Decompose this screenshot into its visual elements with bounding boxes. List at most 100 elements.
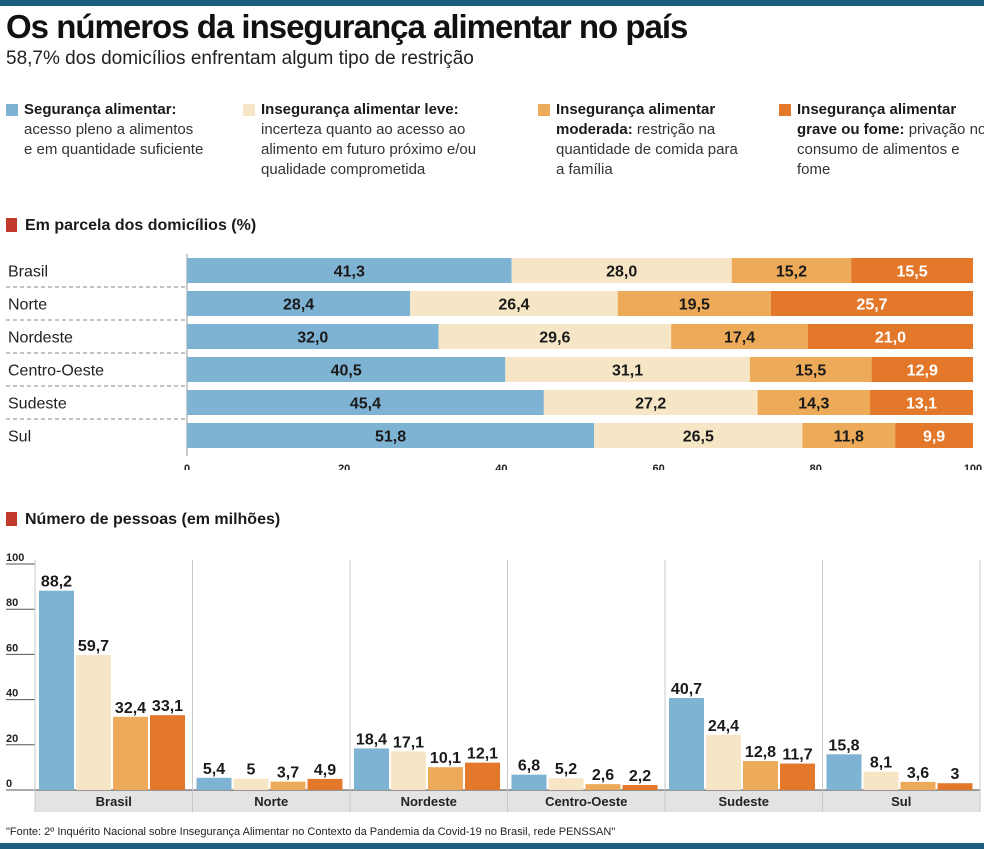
data-label: 59,7 [78,638,109,655]
bar [548,778,584,790]
stacked-bar-segment [543,390,758,415]
stacked-bar-segment [187,390,544,415]
stacked-bar-segment [187,324,439,349]
x-tick-label: 80 [810,463,822,470]
data-label: 24,4 [708,718,739,735]
stacked-bar-segment [617,291,771,316]
y-tick-label: 100 [6,552,24,564]
data-label: 40,7 [671,681,702,698]
stacked-bar-segment [757,390,871,415]
bar [391,751,426,790]
data-label: 3 [951,766,960,783]
stacked-bar-segment [895,423,973,448]
bar [780,763,815,790]
data-label: 15,5 [897,264,928,281]
legend-item-title: Insegurança alimentar grave ou fome: [797,101,957,138]
data-label: 5,4 [203,761,225,778]
data-label: 19,5 [679,297,710,314]
bar [622,785,658,790]
people-section-label: Número de pessoas (em milhões) [25,511,281,528]
category-label: Sudeste [718,794,769,809]
bar [39,590,74,790]
data-label: 15,5 [795,363,826,380]
category-label: Centro-Oeste [545,794,627,809]
top-rule [0,0,984,6]
section-marker [6,218,17,232]
bar [113,716,148,790]
bar [233,778,269,790]
stacked-bar-segment [505,357,750,382]
stacked-bar-segment [851,258,973,283]
legend-swatch [6,104,18,116]
data-label: 12,8 [745,744,776,761]
legend-swatch [243,104,255,116]
bottom-rule [0,843,984,849]
bar [826,754,862,790]
category-label: Nordeste [8,330,73,347]
households-section-label: Em parcela dos domicílios (%) [25,217,257,234]
data-label: 25,7 [856,297,887,314]
bar [706,734,741,790]
stacked-bar-segment [187,258,512,283]
data-label: 21,0 [875,330,906,347]
data-label: 12,1 [467,746,498,763]
data-label: 13,1 [906,396,937,413]
bar [428,767,463,790]
stacked-bar-segment [594,423,803,448]
category-label: Brasil [8,264,48,281]
data-label: 2,6 [592,767,614,784]
bar [196,777,232,790]
x-tick-label: 0 [184,463,190,470]
source-note: "Fonte: 2º Inquérito Nacional sobre Inse… [6,826,616,838]
households-stacked-bar-chart: Brasil 41,3 28,0 15,2 15,5 Norte 28,4 26,4 19,5 2… [6,254,982,470]
y-tick-label: 80 [6,597,18,609]
data-label: 18,4 [356,731,387,748]
category-label: Brasil [96,794,132,809]
y-tick-label: 20 [6,733,18,745]
legend-swatch [779,104,791,116]
bar [270,781,306,790]
data-label: 26,4 [498,297,529,314]
stacked-bar-segment [187,423,595,448]
y-tick-label: 40 [6,688,18,700]
people-section-title: Número de pessoas (em milhões) [6,511,280,529]
stacked-bar-segment [187,357,506,382]
category-label: Norte [254,794,288,809]
stacked-bar-segment [671,324,808,349]
stacked-bar-segment [438,324,672,349]
bar [863,771,899,790]
data-label: 5,2 [555,761,577,778]
category-label: Sul [891,794,911,809]
data-label: 6,8 [518,758,540,775]
x-tick-label: 60 [652,463,664,470]
bar [900,781,936,790]
stacked-bar-segment [749,357,872,382]
stacked-bar-segment [871,357,973,382]
category-label: Sul [8,429,31,446]
category-label: Nordeste [401,794,457,809]
legend-swatch [538,104,550,116]
bar [585,784,621,790]
data-label: 15,2 [776,264,807,281]
data-label: 5 [247,762,256,779]
data-label: 11,7 [782,747,812,764]
data-label: 31,1 [612,363,643,380]
data-label: 17,1 [393,734,424,751]
data-label: 9,9 [923,429,945,446]
data-label: 51,8 [375,429,406,446]
category-label: Centro-Oeste [8,363,104,380]
stacked-bar-segment [870,390,973,415]
data-label: 28,0 [606,264,637,281]
stacked-bar-segment [731,258,852,283]
bar [76,655,111,790]
bar [307,778,343,790]
data-label: 32,0 [297,330,328,347]
data-label: 12,9 [907,363,938,380]
bar [669,698,704,790]
legend-item-description: restrição na quantidade de comida para a… [556,121,738,178]
bar [465,762,500,790]
bar [150,715,185,790]
data-label: 26,5 [683,429,714,446]
x-tick-label: 20 [338,463,350,470]
legend-item-description: acesso pleno a alimentos e em quantidade… [24,121,204,158]
